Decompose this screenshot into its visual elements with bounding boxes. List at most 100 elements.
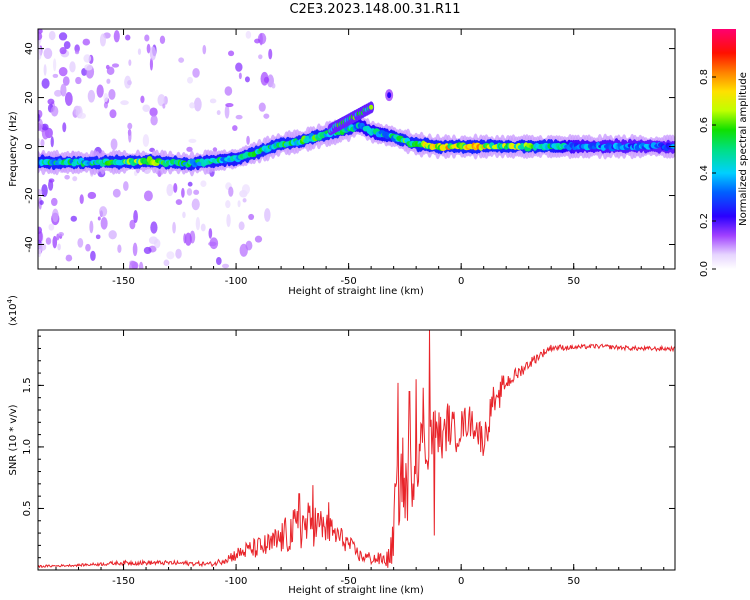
snr-ytick-label: 1.0 (22, 439, 33, 455)
spectrogram-noise-cell (108, 230, 117, 240)
spectrogram-noise-cell (159, 35, 166, 44)
spectrogram-noise-cell (62, 122, 67, 133)
spectrogram-noise-cell (127, 122, 133, 130)
spectrogram-frame (37, 28, 676, 270)
spectrogram-noise-cell (200, 223, 206, 232)
spectrogram-xtick-label: -50 (340, 276, 356, 287)
spectrogram-noise-cell (38, 189, 43, 196)
colorbar-gradient (712, 29, 736, 269)
spectrogram-noise-cell (103, 101, 108, 109)
spectrogram-noise-cell (63, 41, 71, 50)
spectrogram-noise-cell (60, 83, 67, 97)
spectrogram-noise-cell (103, 93, 109, 103)
figure-title: C2E3.2023.148.00.31.R11 (289, 2, 461, 17)
spectrogram-noise-cell (138, 261, 144, 269)
spectrogram-noise-cell (58, 67, 68, 77)
spectrogram-plot-area (38, 29, 675, 269)
spectrogram-noise-cell (58, 231, 64, 237)
spectrogram-noise-cell (254, 235, 263, 243)
spectrogram-noise-cell (95, 234, 101, 240)
spectrogram-noise-cell (48, 30, 56, 41)
spectrogram-xtick-label: -100 (225, 276, 248, 287)
snr-plot-area (38, 330, 675, 569)
spectrogram-noise-cell (149, 46, 157, 61)
spectrogram-noise-cell (81, 67, 88, 76)
spectrogram-noise-cell (187, 76, 194, 84)
spectrogram-noise-cell (99, 206, 108, 217)
spectrogram-noise-cell (47, 98, 55, 105)
colorbar-label: Normalized spectral amplitude (738, 72, 749, 226)
snr-ytick-label: 1.5 (22, 377, 33, 393)
spectrogram-noise-cell (209, 98, 217, 104)
spectrogram-noise-cell (87, 191, 97, 200)
spectrogram-noise-cell (175, 248, 182, 259)
spectrogram-noise-cell (106, 78, 111, 84)
spectrogram-noise-cell (43, 47, 53, 60)
spectrogram-noise-cell (184, 232, 192, 246)
spectrogram-noise-cell (128, 129, 132, 143)
spectrogram-noise-cell (51, 208, 59, 223)
spectrogram-noise-cell (258, 54, 263, 60)
spectrogram-noise-cell (264, 208, 271, 222)
spectrogram-axes: -150 -100 -50 0 50 -40 -20 0 20 40 (24, 29, 675, 287)
spectrogram-ytick-label: 20 (24, 91, 35, 104)
spectrogram-noise-cell (163, 259, 170, 267)
spectrogram-noise-cell (259, 33, 263, 46)
spectrogram-noise-cell (69, 61, 76, 73)
spectrogram-noise-cell (237, 200, 241, 208)
spectrogram-noise-cell (183, 233, 187, 244)
spectrogram-noise-cell (200, 180, 207, 187)
spectrogram-noise-cell (193, 97, 202, 112)
spectrogram-noise-cell (178, 57, 185, 63)
spectrogram-noise-cell (143, 190, 153, 202)
colorbar-ticks: 0.0 0.2 0.4 0.6 0.8 (699, 69, 716, 277)
spectrogram-noise-cell (132, 242, 138, 257)
spectrogram-noise-cell (38, 118, 43, 131)
spectrogram-noise-cell (112, 188, 121, 198)
snr-scale-exponent: 4 (6, 298, 14, 303)
spectrogram-noise-cell (143, 246, 152, 254)
spectrogram-noise-cell (157, 94, 166, 107)
spectrogram-noise-cell (70, 215, 78, 222)
snr-ylabel: SNR (10 * v/v) (8, 404, 19, 475)
spectrogram-ylabel: Frequency (Hz) (8, 111, 19, 187)
snr-frame (37, 329, 676, 571)
spectrogram-noise-cell (175, 199, 183, 205)
spectrogram-noise-cell (82, 38, 91, 46)
spectrogram-panel: -150 -100 -50 0 50 -40 -20 0 20 40 Height of stra… (8, 28, 676, 297)
spectrogram-noise-cell (38, 113, 41, 122)
colorbar: 0.0 0.2 0.4 0.6 0.8 Normalized spectral ampl… (699, 29, 749, 277)
spectrogram-noise-cell (74, 44, 80, 53)
spectrogram-noise-cell (57, 243, 61, 251)
spectrogram-noise-cell (232, 125, 238, 131)
spectrogram-noise-cell (228, 186, 234, 197)
spectrogram-ytick-label: -20 (24, 187, 35, 203)
spectrogram-xtick-label: -150 (112, 276, 135, 287)
spectrogram-xlabel: Height of straight line (km) (288, 286, 424, 297)
spectrogram-noise-cell (188, 138, 197, 143)
spectrogram-noise-cell (202, 44, 207, 55)
spectrogram-noise-cell (193, 189, 200, 195)
spectrogram-noise-cell (263, 76, 270, 84)
spectrogram-noise-cell (149, 57, 153, 71)
spectrogram-noise-cell (58, 32, 68, 41)
spectrogram-noise-cell (225, 102, 234, 108)
spectrogram-noise-cell (52, 235, 58, 249)
spectrogram-noise-cell (186, 188, 193, 196)
spectrogram-noise-cell (97, 216, 101, 221)
spectrogram-noise-cell (153, 238, 161, 249)
snr-series-line (38, 330, 675, 569)
spectrogram-noise-cell (48, 178, 55, 183)
spectrogram-ytick-label: -40 (24, 236, 35, 252)
spectrogram-noise-cell (40, 138, 45, 147)
spectrogram-noise-cell (59, 47, 67, 55)
colorbar-tick-label: 0.2 (699, 213, 710, 229)
spectrogram-noise-cell (129, 260, 138, 269)
spectrogram-noise-cell (254, 38, 261, 44)
spectrogram-noise-cell (162, 103, 166, 109)
spectrogram-noise-cell (142, 134, 150, 147)
spectrogram-noise-cell (181, 187, 185, 198)
colorbar-tick-label: 0.6 (699, 117, 710, 133)
spectrogram-noise-cell (100, 217, 108, 230)
